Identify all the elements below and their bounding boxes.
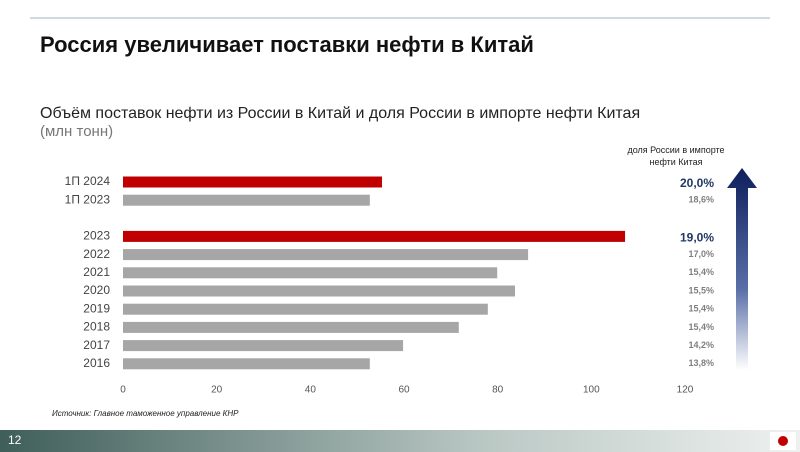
share-value: 15,4% bbox=[688, 267, 714, 277]
bar bbox=[123, 303, 488, 315]
chart-title: Объём поставок нефти из России в Китай и… bbox=[40, 105, 640, 122]
source: Источник: Главное таможенное управление … bbox=[52, 409, 239, 418]
footer-bar bbox=[0, 430, 800, 452]
share-value: 15,5% bbox=[688, 285, 714, 295]
x-tick-label: 20 bbox=[211, 385, 223, 396]
y-tick-label: 2019 bbox=[83, 301, 110, 315]
x-tick-label: 60 bbox=[398, 385, 410, 396]
share-value: 19,0% bbox=[680, 231, 714, 245]
share-value: 14,2% bbox=[688, 340, 714, 350]
bar bbox=[123, 230, 626, 242]
share-value: 17,0% bbox=[688, 249, 714, 259]
x-tick-label: 80 bbox=[492, 385, 504, 396]
share-value: 15,4% bbox=[688, 322, 714, 332]
y-tick-label: 1П 2023 bbox=[65, 192, 111, 206]
y-tick-label: 2023 bbox=[83, 229, 110, 243]
share-value: 20,0% bbox=[680, 176, 714, 190]
slide-title: Россия увеличивает поставки нефти в Кита… bbox=[40, 32, 534, 57]
share-value: 13,8% bbox=[688, 358, 714, 368]
logo bbox=[778, 436, 788, 446]
x-tick-label: 0 bbox=[120, 385, 126, 396]
bar bbox=[123, 321, 459, 333]
x-tick-label: 120 bbox=[677, 385, 694, 396]
x-tick-label: 100 bbox=[583, 385, 600, 396]
share-value: 15,4% bbox=[688, 304, 714, 314]
bar bbox=[123, 267, 498, 279]
arrow bbox=[727, 168, 757, 370]
y-tick-label: 2018 bbox=[83, 320, 110, 334]
y-tick-label: 2021 bbox=[83, 265, 110, 279]
share-label: доля России в импорте нефти Китая bbox=[627, 145, 725, 167]
bar bbox=[123, 358, 370, 370]
bar bbox=[123, 340, 404, 352]
x-tick-label: 40 bbox=[305, 385, 317, 396]
bar bbox=[123, 176, 382, 188]
y-tick-label: 2020 bbox=[83, 283, 110, 297]
bar bbox=[123, 249, 529, 261]
y-tick-label: 2022 bbox=[83, 247, 110, 261]
y-tick-label: 2016 bbox=[83, 356, 110, 370]
y-tick-label: 2017 bbox=[83, 338, 110, 352]
y-tick-label: 1П 2024 bbox=[65, 174, 111, 188]
page-number: 12 bbox=[8, 433, 22, 447]
bar bbox=[123, 194, 370, 206]
chart-subtitle: (млн тонн) bbox=[40, 123, 113, 140]
bar bbox=[123, 285, 515, 297]
share-value: 18,6% bbox=[688, 195, 714, 205]
